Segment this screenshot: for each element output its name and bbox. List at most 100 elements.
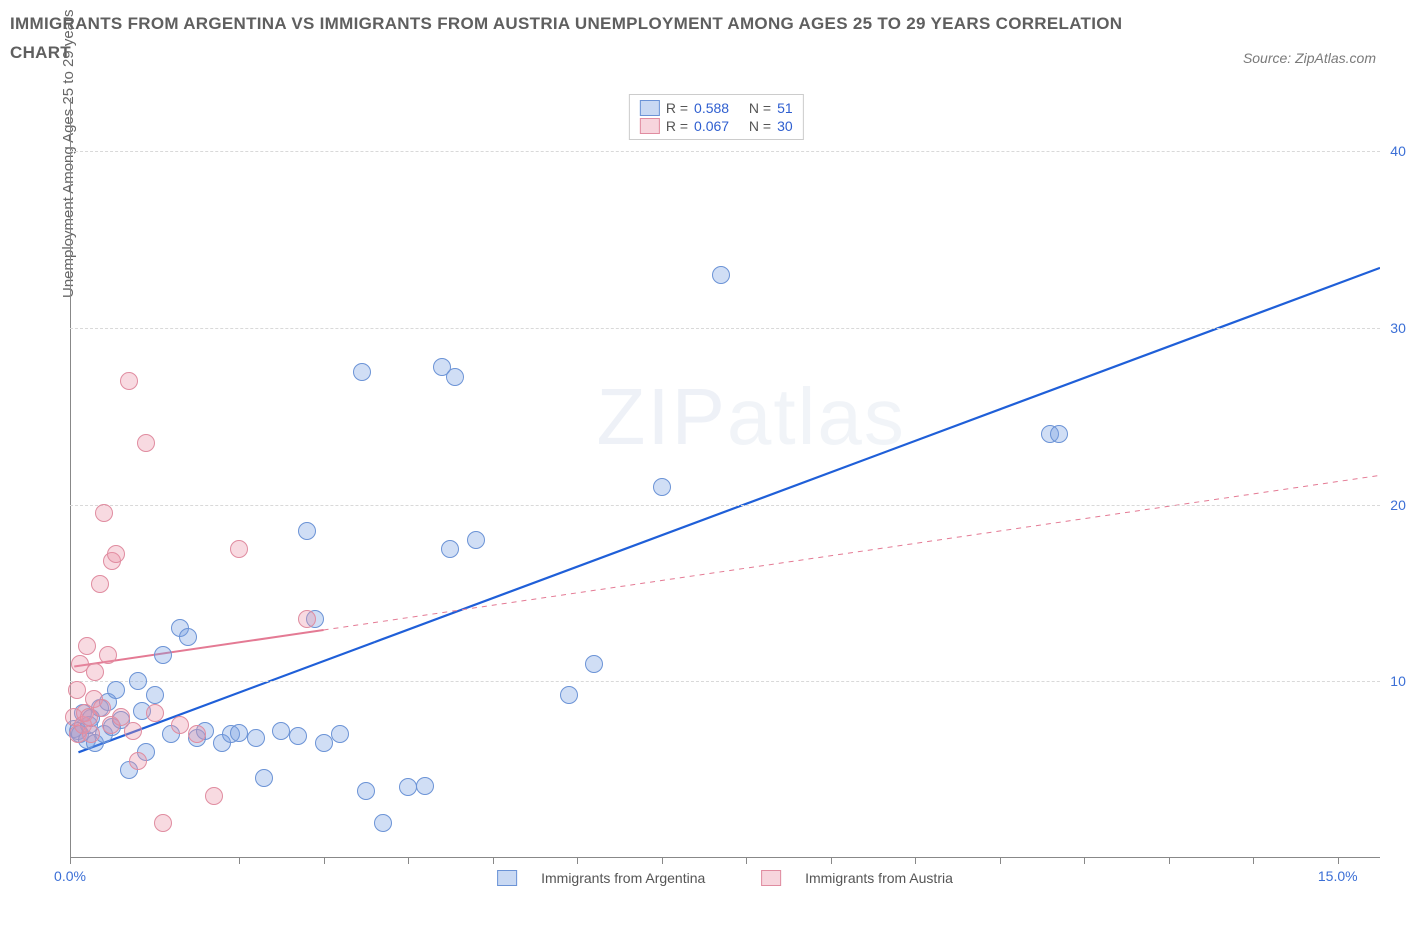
x-tick (1084, 858, 1085, 864)
n-prefix: N = (749, 100, 771, 116)
source-name: ZipAtlas.com (1295, 50, 1376, 66)
data-point-austria (99, 646, 117, 664)
swatch-blue-icon (640, 100, 660, 116)
x-tick (577, 858, 578, 864)
n-value-argentina: 51 (777, 100, 793, 116)
n-prefix: N = (749, 118, 771, 134)
data-point-austria (93, 699, 111, 717)
data-point-argentina (272, 722, 290, 740)
r-value-austria: 0.067 (694, 118, 729, 134)
data-point-austria (78, 637, 96, 655)
watermark-bold: ZIP (596, 372, 726, 461)
data-point-austria (230, 540, 248, 558)
data-point-argentina (154, 646, 172, 664)
y-tick-label: 30.0% (1390, 320, 1406, 336)
x-tick (70, 858, 71, 864)
data-point-austria (124, 722, 142, 740)
y-tick-label: 40.0% (1390, 143, 1406, 159)
data-point-argentina (441, 540, 459, 558)
data-point-argentina (146, 686, 164, 704)
data-point-argentina (446, 368, 464, 386)
y-axis-label: Unemployment Among Ages 25 to 29 years (60, 9, 77, 298)
x-tick (662, 858, 663, 864)
x-tick (493, 858, 494, 864)
y-tick-label: 10.0% (1390, 673, 1406, 689)
data-point-argentina (374, 814, 392, 832)
data-point-argentina (560, 686, 578, 704)
swatch-pink-icon (640, 118, 660, 134)
data-point-austria (86, 663, 104, 681)
data-point-argentina (289, 727, 307, 745)
data-point-argentina (315, 734, 333, 752)
data-point-austria (91, 575, 109, 593)
data-point-argentina (331, 725, 349, 743)
x-tick (1169, 858, 1170, 864)
data-point-argentina (298, 522, 316, 540)
stats-row-argentina: R = 0.588 N = 51 (640, 99, 793, 117)
x-tick-label: 0.0% (54, 868, 86, 884)
data-point-austria (82, 725, 100, 743)
source-attribution: Source: ZipAtlas.com (1243, 50, 1376, 66)
y-axis-line (70, 98, 71, 858)
chart-container: IMMIGRANTS FROM ARGENTINA VS IMMIGRANTS … (10, 10, 1396, 920)
x-tick (1338, 858, 1339, 864)
data-point-austria (205, 787, 223, 805)
data-point-argentina (1050, 425, 1068, 443)
grid-line (70, 328, 1380, 329)
grid-line (70, 151, 1380, 152)
data-point-austria (129, 752, 147, 770)
legend-label-austria: Immigrants from Austria (805, 870, 953, 886)
trend-extrapolation-argentina (374, 268, 1380, 642)
data-point-argentina (353, 363, 371, 381)
data-point-austria (120, 372, 138, 390)
stats-legend: R = 0.588 N = 51 R = 0.067 N = 30 (629, 94, 804, 140)
grid-line (70, 681, 1380, 682)
watermark: ZIPatlas (596, 371, 905, 463)
x-tick (746, 858, 747, 864)
x-tick (1000, 858, 1001, 864)
data-point-austria (95, 504, 113, 522)
data-point-argentina (653, 478, 671, 496)
n-value-austria: 30 (777, 118, 793, 134)
stats-row-austria: R = 0.067 N = 30 (640, 117, 793, 135)
x-axis-line (70, 857, 1380, 858)
data-point-austria (146, 704, 164, 722)
trend-lines-layer (70, 98, 1380, 858)
x-tick (324, 858, 325, 864)
data-point-argentina (179, 628, 197, 646)
data-point-austria (68, 681, 86, 699)
source-prefix: Source: (1243, 50, 1295, 66)
data-point-argentina (416, 777, 434, 795)
data-point-argentina (399, 778, 417, 796)
swatch-blue-icon (497, 870, 517, 886)
data-point-argentina (107, 681, 125, 699)
x-tick (915, 858, 916, 864)
r-prefix: R = (666, 118, 688, 134)
watermark-thin: atlas (727, 372, 906, 461)
series-legend: Immigrants from Argentina Immigrants fro… (497, 870, 953, 886)
data-point-austria (298, 610, 316, 628)
data-point-austria (188, 725, 206, 743)
data-point-argentina (230, 724, 248, 742)
x-tick (408, 858, 409, 864)
data-point-argentina (467, 531, 485, 549)
data-point-argentina (129, 672, 147, 690)
data-point-argentina (357, 782, 375, 800)
data-point-argentina (247, 729, 265, 747)
data-point-argentina (712, 266, 730, 284)
plot-area: ZIPatlas Unemployment Among Ages 25 to 2… (70, 98, 1380, 858)
r-value-argentina: 0.588 (694, 100, 729, 116)
x-tick (1253, 858, 1254, 864)
grid-line (70, 505, 1380, 506)
chart-title: IMMIGRANTS FROM ARGENTINA VS IMMIGRANTS … (10, 10, 1130, 68)
data-point-austria (154, 814, 172, 832)
x-tick-label: 15.0% (1318, 868, 1358, 884)
data-point-austria (107, 545, 125, 563)
data-point-argentina (585, 655, 603, 673)
data-point-austria (137, 434, 155, 452)
legend-label-argentina: Immigrants from Argentina (541, 870, 705, 886)
x-tick (831, 858, 832, 864)
r-prefix: R = (666, 100, 688, 116)
y-tick-label: 20.0% (1390, 497, 1406, 513)
data-point-argentina (255, 769, 273, 787)
